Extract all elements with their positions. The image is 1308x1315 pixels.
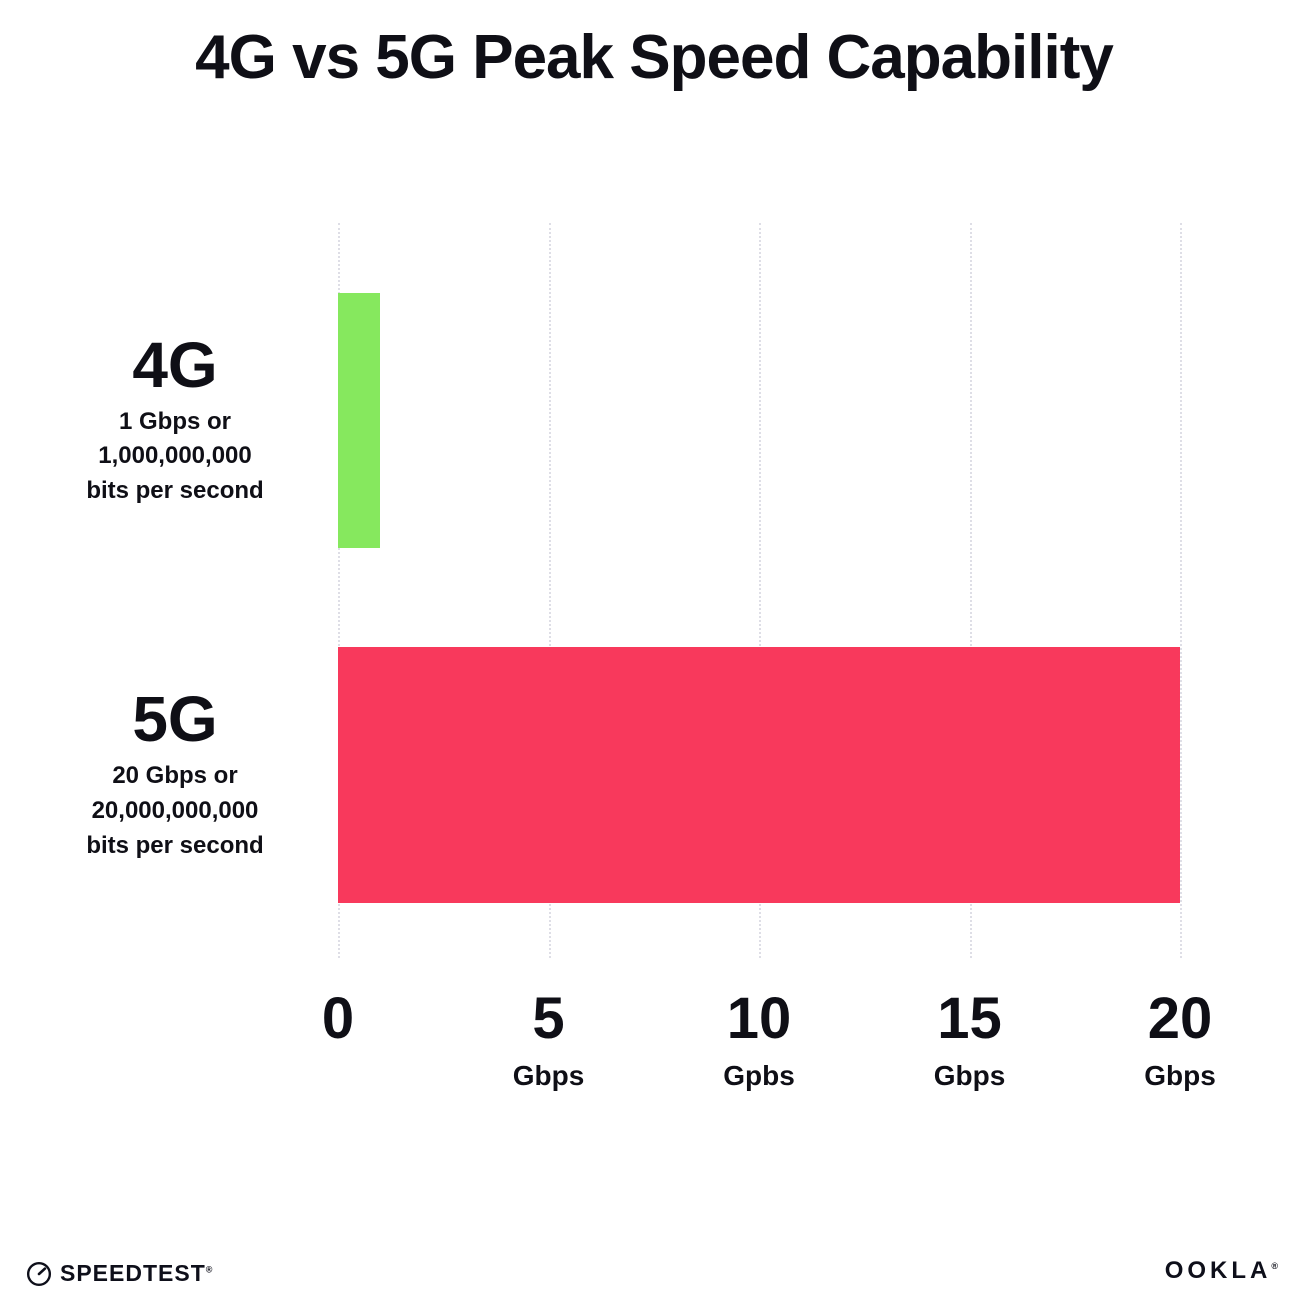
gridline-5 <box>548 223 551 958</box>
category-label: 4G <box>132 328 218 401</box>
category-sublabel: 20 Gbps or 20,000,000,000 bits per second <box>86 762 264 859</box>
speedtest-gauge-icon <box>27 1261 51 1286</box>
x-tick-10: 10 <box>726 986 792 1051</box>
x-tick-unit-10: Gpbs <box>723 1060 795 1091</box>
row-label-4g: 4G 1 Gbps or 1,000,000,000 bits per second <box>40 328 310 510</box>
gridline-15 <box>969 223 972 958</box>
bar-5g <box>338 647 1180 903</box>
x-tick-unit-5: Gbps <box>512 1060 585 1091</box>
x-tick-0: 0 <box>321 986 355 1051</box>
gridline-10 <box>759 223 761 958</box>
x-tick-unit-15: Gbps <box>933 1060 1006 1091</box>
bar-4g <box>338 293 381 548</box>
x-tick-unit-20: Gbps <box>1144 1060 1216 1091</box>
ookla-wordmark: OOKLA <box>1164 1257 1272 1284</box>
x-tick-5: 5 <box>532 986 565 1051</box>
x-tick-20: 20 <box>1147 986 1213 1051</box>
ookla-trademark: ® <box>1271 1261 1278 1271</box>
ookla-logo: OOKLA® <box>1165 1257 1278 1285</box>
speedtest-wordmark: SPEEDTEST® <box>60 1260 214 1286</box>
category-sublabel: 1 Gbps or 1,000,000,000 bits per second <box>86 407 264 505</box>
speedtest-logo: SPEEDTEST® <box>26 1260 213 1287</box>
speedtest-trademark: ® <box>205 1264 214 1275</box>
chart-title: 4G vs 5G Peak Speed Capability <box>195 23 1114 92</box>
gridline-20 <box>1180 223 1182 958</box>
gridline-0 <box>338 223 340 958</box>
category-label: 5G <box>132 683 218 756</box>
x-tick-15: 15 <box>937 986 1002 1051</box>
row-label-5g: 5G 20 Gbps or 20,000,000,000 bits per secon… <box>40 686 310 864</box>
